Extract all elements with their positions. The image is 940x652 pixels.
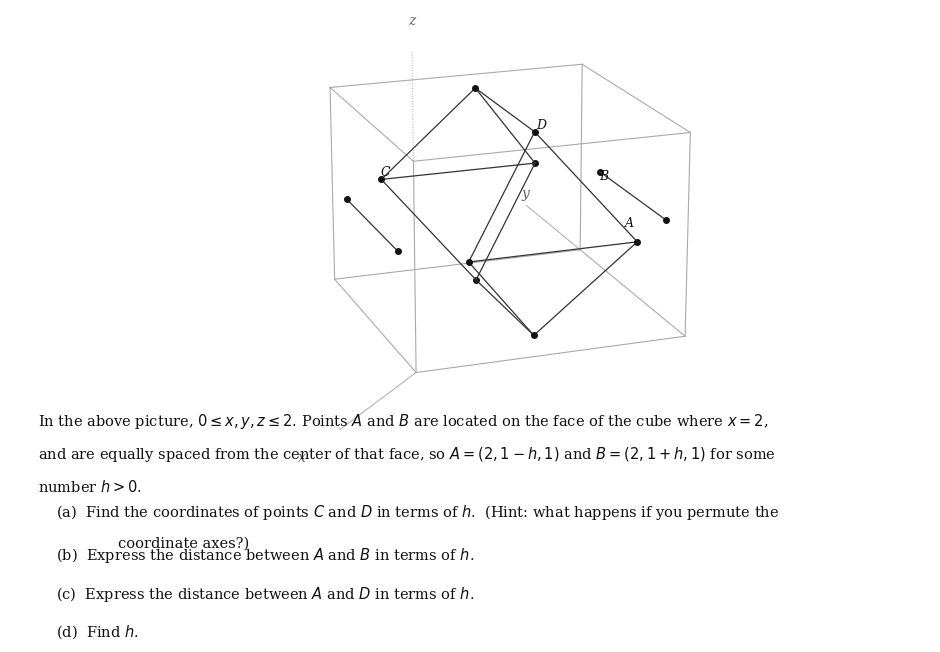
Text: number $h > 0$.: number $h > 0$. bbox=[38, 479, 142, 495]
Text: (d)  Find $h$.: (d) Find $h$. bbox=[56, 623, 139, 641]
Text: (c)  Express the distance between $A$ and $D$ in terms of $h$.: (c) Express the distance between $A$ and… bbox=[56, 585, 475, 604]
Text: and are equally spaced from the center of that face, so $A = (2, 1-h, 1)$ and $B: and are equally spaced from the center o… bbox=[38, 445, 776, 464]
Text: coordinate axes?): coordinate axes?) bbox=[118, 537, 249, 551]
Text: (b)  Express the distance between $A$ and $B$ in terms of $h$.: (b) Express the distance between $A$ and… bbox=[56, 546, 475, 565]
Text: (a)  Find the coordinates of points $C$ and $D$ in terms of $h$.  (Hint: what ha: (a) Find the coordinates of points $C$ a… bbox=[56, 503, 779, 522]
Text: In the above picture, $0 \leq x, y, z \leq 2$. Points $A$ and $B$ are located on: In the above picture, $0 \leq x, y, z \l… bbox=[38, 411, 768, 431]
